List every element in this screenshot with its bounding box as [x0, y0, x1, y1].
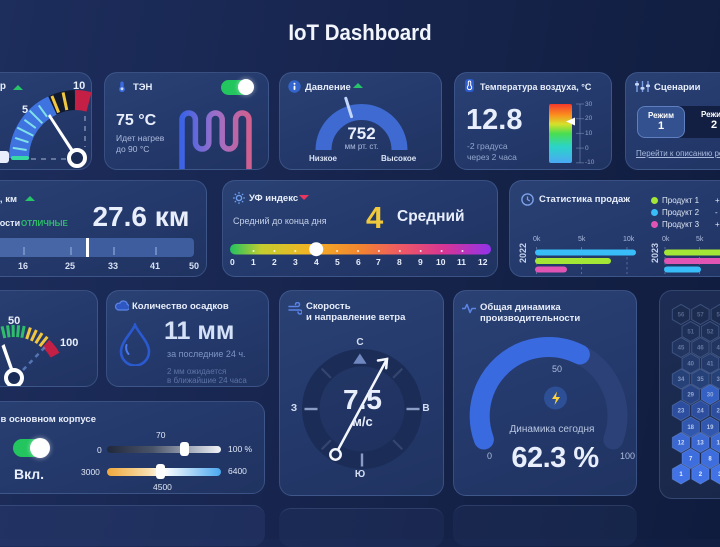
- svg-text:36: 36: [716, 377, 720, 383]
- svg-text:23: 23: [678, 409, 685, 415]
- svg-text:58: 58: [716, 313, 720, 319]
- svg-text:57: 57: [697, 313, 704, 319]
- svg-text:18: 18: [687, 425, 694, 431]
- svg-text:51: 51: [687, 330, 694, 336]
- svg-text:30: 30: [707, 393, 714, 399]
- svg-text:19: 19: [707, 425, 714, 431]
- svg-text:25: 25: [716, 409, 720, 415]
- svg-text:40: 40: [687, 362, 694, 368]
- svg-text:52: 52: [707, 330, 714, 336]
- svg-text:24: 24: [697, 409, 704, 415]
- svg-text:12: 12: [678, 441, 685, 447]
- svg-text:47: 47: [716, 346, 720, 352]
- svg-text:45: 45: [678, 346, 685, 352]
- svg-text:34: 34: [678, 377, 685, 383]
- svg-text:29: 29: [687, 393, 694, 399]
- svg-text:14: 14: [716, 441, 720, 447]
- svg-text:13: 13: [697, 441, 704, 447]
- svg-text:35: 35: [697, 377, 704, 383]
- svg-text:41: 41: [707, 362, 714, 368]
- svg-text:56: 56: [678, 313, 685, 319]
- svg-text:46: 46: [697, 346, 704, 352]
